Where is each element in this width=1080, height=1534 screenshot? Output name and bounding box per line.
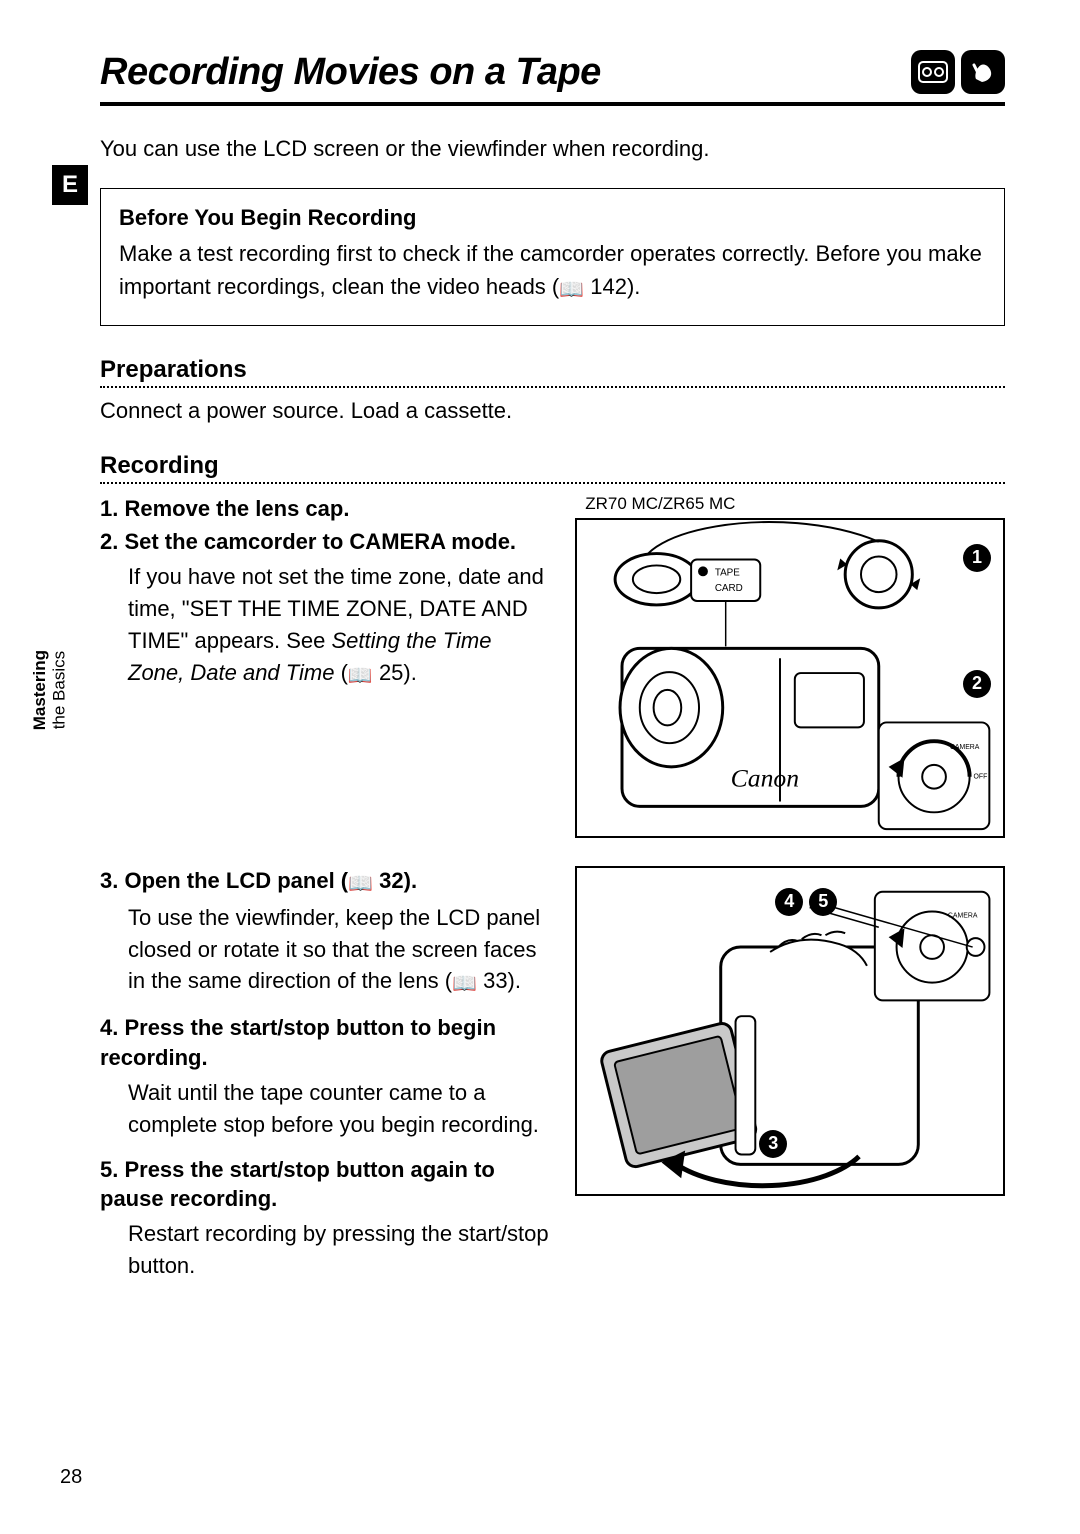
step-3-body: To use the viewfinder, keep the LCD pane… [100, 902, 551, 1000]
callout-3: 3 [759, 1130, 787, 1158]
side-tab-line1: Mastering [30, 650, 49, 730]
step-5: 5. Press the start/stop button again to … [100, 1155, 551, 1214]
book-ref-icon: 📖 [348, 662, 373, 691]
language-badge: E [52, 165, 88, 205]
side-tab: Mastering the Basics [30, 650, 69, 730]
step-1: 1. Remove the lens cap. [100, 494, 551, 524]
book-ref-icon: 📖 [348, 871, 373, 898]
svg-text:CAMERA: CAMERA [950, 744, 980, 751]
step3-a: 3. Open the LCD panel ( [100, 868, 348, 893]
figure-2: CAMERA 4 5 3 [575, 866, 1005, 1196]
tape-icon [911, 50, 955, 94]
switch-tape-label: TAPE [715, 567, 740, 578]
steps-1-2-row: 1. Remove the lens cap. 2. Set the camco… [100, 494, 1005, 838]
step3-ref: 32). [373, 868, 417, 893]
callout-box: Before You Begin Recording Make a test r… [100, 188, 1005, 326]
step-4: 4. Press the start/stop button to begin … [100, 1013, 551, 1072]
dotted-rule [100, 386, 1005, 388]
content: You can use the LCD screen or the viewfi… [100, 134, 1005, 1296]
header: Recording Movies on a Tape [100, 50, 1005, 94]
step-4-body: Wait until the tape counter came to a co… [100, 1077, 551, 1141]
page-number: 28 [60, 1466, 82, 1489]
callout-2: 2 [963, 670, 991, 698]
callout-body-text: Make a test recording first to check if … [119, 241, 982, 299]
callout-5: 5 [809, 888, 837, 916]
dotted-rule [100, 482, 1005, 484]
preparations-body: Connect a power source. Load a cassette. [100, 398, 1005, 424]
auto-hand-icon [961, 50, 1005, 94]
book-ref-icon: 📖 [559, 275, 584, 305]
callout-4: 4 [775, 888, 803, 916]
figure-2-col: CAMERA 4 5 3 [575, 866, 1005, 1196]
camcorder-illustration-1: TAPE CARD Canon [577, 520, 1003, 836]
intro-text: You can use the LCD screen or the viewfi… [100, 134, 1005, 164]
step3-body-ref: 33). [477, 968, 521, 993]
title-rule [100, 102, 1005, 106]
page-title: Recording Movies on a Tape [100, 51, 601, 94]
preparations-heading: Preparations [100, 356, 1005, 386]
step2-body-b: ( [334, 660, 347, 685]
step2-ref: 25). [373, 660, 417, 685]
callout-1: 1 [963, 544, 991, 572]
steps-col: 3. Open the LCD panel (📖 32). To use the… [100, 866, 551, 1296]
step-2: 2. Set the camcorder to CAMERA mode. [100, 527, 551, 557]
svg-text:OFF: OFF [974, 773, 988, 780]
callout-ref: 142). [584, 274, 640, 299]
recording-heading: Recording [100, 452, 1005, 482]
figure-1-col: ZR70 MC/ZR65 MC [575, 494, 1005, 838]
header-icons [911, 50, 1005, 94]
brand-text: Canon [731, 763, 799, 792]
step-5-body: Restart recording by pressing the start/… [100, 1218, 551, 1282]
steps-3-5-row: 3. Open the LCD panel (📖 32). To use the… [100, 866, 1005, 1296]
figure-1: TAPE CARD Canon [575, 518, 1005, 838]
step-3: 3. Open the LCD panel (📖 32). [100, 866, 551, 898]
side-tab-line2: the Basics [50, 651, 69, 729]
svg-text:CAMERA: CAMERA [948, 912, 978, 919]
step-2-body: If you have not set the time zone, date … [100, 561, 551, 691]
camcorder-illustration-2: CAMERA [577, 868, 1003, 1194]
callout-body: Make a test recording first to check if … [119, 237, 986, 305]
callout-title: Before You Begin Recording [119, 205, 986, 231]
steps-col: 1. Remove the lens cap. 2. Set the camco… [100, 494, 551, 705]
figure-1-caption: ZR70 MC/ZR65 MC [585, 494, 1005, 514]
book-ref-icon: 📖 [452, 970, 477, 999]
switch-card-label: CARD [715, 583, 743, 594]
